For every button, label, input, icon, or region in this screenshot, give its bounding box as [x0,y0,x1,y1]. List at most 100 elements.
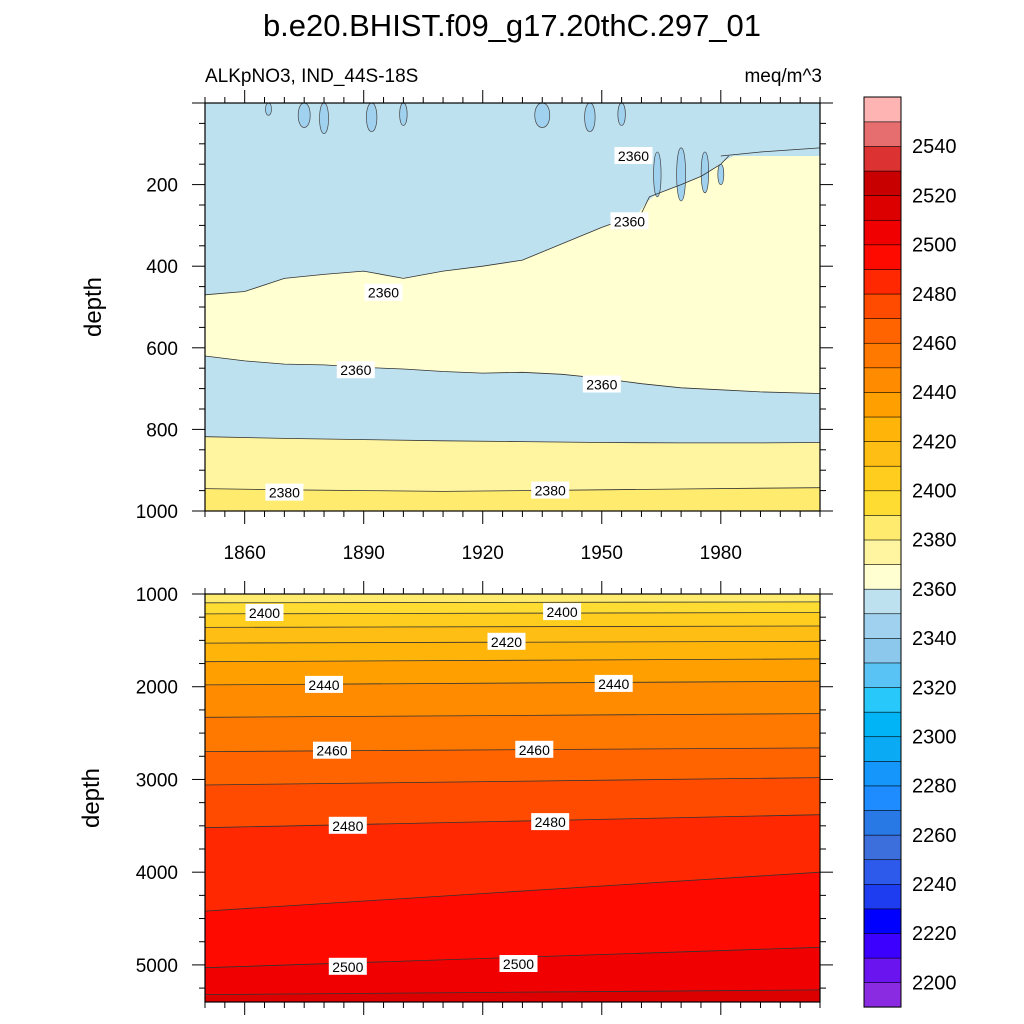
colorbar-segment [863,883,902,910]
region-2355 [265,103,272,116]
contour-label-text: 2380 [535,483,566,499]
colorbar-segment [863,686,902,713]
colorbar-segment [863,588,902,615]
colorbar-segment [863,859,902,885]
colorbar-segment [863,613,902,639]
bottom-panel-fill-regions [205,594,820,1002]
top-panel: 2360 2360 2360 2360 2360 2380 2380 200 400 600 800… [136,90,833,564]
colorbar-segment [863,318,902,344]
contour-line-2360 [205,355,820,394]
contour-line-2360 [205,155,729,296]
region-2385 [205,487,820,511]
colorbar-segment [863,736,902,762]
contour-label-text: 2420 [491,634,522,650]
contour-label-box [364,283,403,301]
contour-label-box [305,675,343,693]
contour-label-box [594,674,633,692]
contour-label: 2480 [531,813,570,831]
colorbar-segment [863,809,902,836]
x-tick-label: 1950 [581,543,623,564]
colorbar-segment [863,637,902,664]
colorbar-segment [863,563,902,590]
contour-label: 2380 [531,481,570,499]
contour-line-2410 [205,625,820,628]
contour-label-text: 2500 [332,959,363,975]
x-tick-label: 1980 [700,543,742,564]
contour-line-2370 [205,436,820,444]
contour-label-box [515,740,554,758]
contour-label-text: 2360 [368,285,399,301]
colorbar-segment [863,932,902,959]
colorbar-segment [863,441,902,467]
colorbar-segment [863,711,902,738]
y-tick-label: 200 [146,176,178,197]
colorbar-segment [863,490,902,516]
contour-label-text: 2360 [586,377,617,393]
region-2355 [399,103,408,126]
contour-label: 2500 [328,957,367,975]
colorbar-frame [863,96,902,1008]
contour-line-2460 [205,747,820,752]
x-tick-label: 1890 [343,543,385,564]
top-y-axis-label: depth [80,277,107,337]
colorbar-segment [863,465,902,492]
contour-label-text: 2400 [547,604,578,620]
bottom-panel: 2400 2400 2420 2440 2440 2460 2460 2480 2480 2500… [136,581,833,1015]
colorbar-label: 2200 [912,972,957,994]
contour-label: 2460 [515,740,554,758]
colorbar-label: 2520 [912,185,957,207]
colorbar-segment [863,293,902,319]
colorbar-segment [863,416,902,442]
contour-label: 2380 [265,483,304,501]
colorbar-segment [863,96,902,123]
colorbar-segment [863,145,902,172]
colorbar-segment [863,367,902,393]
contour-line-2390 [205,601,820,604]
contour-line-2490 [205,871,820,912]
units-label: meq/m^3 [744,66,822,87]
contour-label-text: 2400 [249,605,280,621]
contour-label-box [531,481,570,499]
colorbar-segment [863,982,902,1008]
bottom-panel-ticks: 1000 2000 3000 4000 5000 [136,581,833,1015]
contour-label-box [487,632,526,650]
contour-label: 2500 [499,955,538,972]
contour-label-text: 2360 [340,362,371,378]
y-tick-label: 2000 [136,678,178,699]
contour-label: 2360 [582,375,621,393]
top-panel-contour-lines [205,147,820,492]
colorbar-segment [863,834,902,861]
contour-label: 2400 [543,603,582,621]
colorbar-label: 2360 [912,579,957,601]
colorbar-segment [863,785,902,811]
bottom-y-axis-label: depth [78,768,105,828]
x-tick-label: 1920 [462,543,504,564]
y-tick-label: 4000 [136,863,178,884]
y-tick-label: 3000 [136,770,178,791]
y-tick-label: 800 [146,420,178,441]
top-panel-ticks: 200 400 600 800 1000 1860 1890 1920 1950 1980 [136,90,833,564]
contour-label-box [543,603,582,621]
region-2355 [617,103,626,126]
colorbar-label: 2540 [912,136,957,158]
contour-line-2430 [205,658,820,663]
contour-label-box [499,955,538,972]
contour-label: 2420 [487,632,526,650]
contour-label-box [245,604,284,621]
region-2515 [205,989,820,1002]
colorbar-label: 2280 [912,776,957,798]
contour-label-text: 2360 [614,213,645,229]
x-tick-label: 1860 [224,543,266,564]
colorbar-label: 2260 [912,825,957,847]
contour-label-text: 2500 [503,956,534,972]
colorbar-label: 2500 [912,235,957,257]
contour-label-box [328,816,367,834]
contour-line-2380 [205,487,820,492]
region-2355 [676,147,686,202]
contour-label: 2360 [610,212,649,230]
colorbar-label: 2440 [912,382,957,404]
contour-label: 2480 [328,816,367,834]
colorbar-segment [863,170,902,196]
contour-label: 2360 [336,361,375,379]
contour-line-2510 [205,989,820,995]
